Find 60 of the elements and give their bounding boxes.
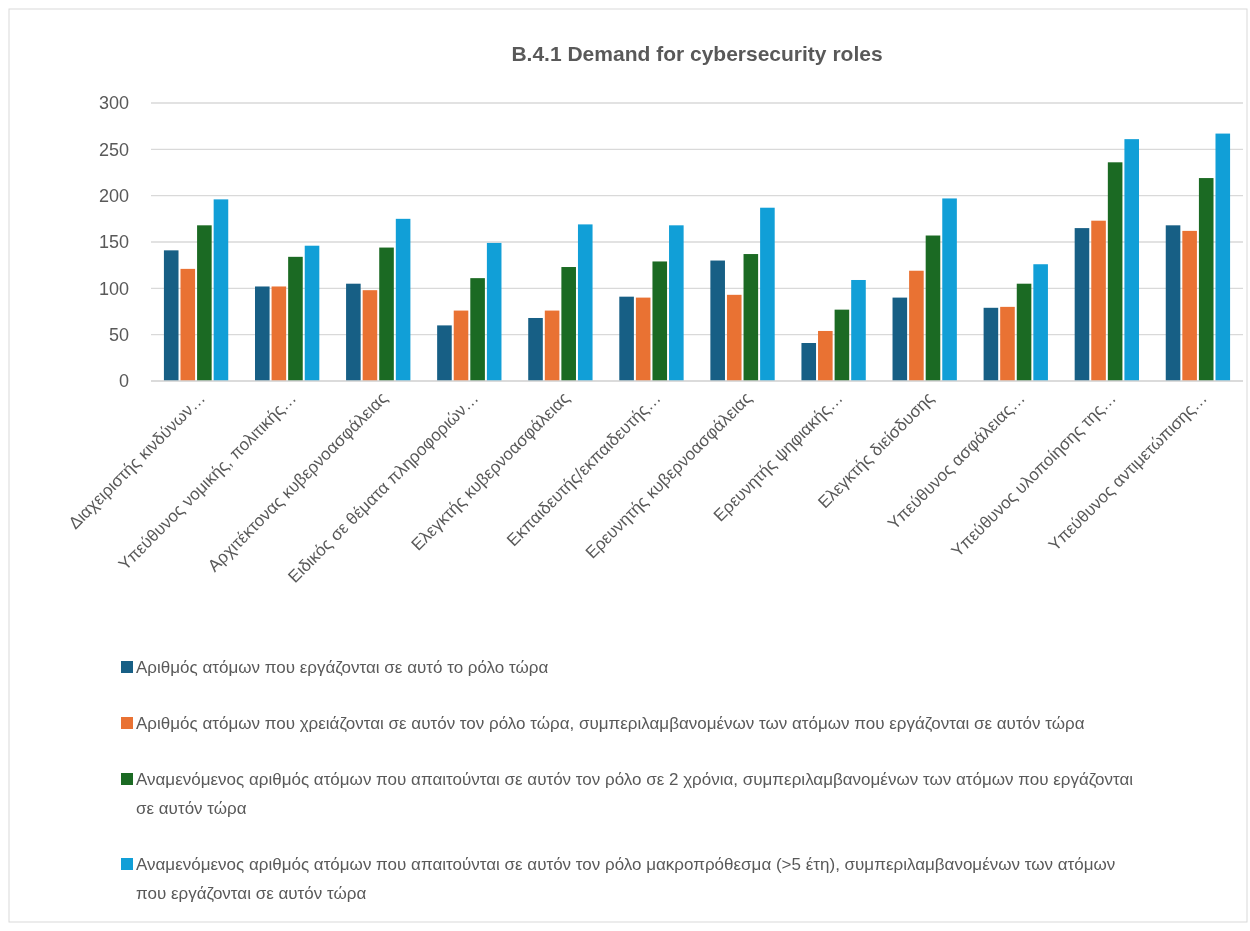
bar xyxy=(983,307,999,381)
bar xyxy=(726,294,742,381)
y-tick-label: 150 xyxy=(98,232,129,253)
bar xyxy=(1000,306,1015,381)
legend-label: Αναμενόμενος αριθμός ατόμων που απαιτούνται σε αυτόν τον ρόλο μακροπρόθεσμα (>5 έτη), συμπεριλαμβανομένων των ατόμων που εργάζονται σε αυτόν τώρα xyxy=(136,855,1116,903)
bar xyxy=(470,278,485,381)
y-tick-label: 50 xyxy=(108,324,129,345)
bar xyxy=(1016,283,1032,381)
bar xyxy=(163,250,179,381)
bar xyxy=(1198,178,1214,381)
bar xyxy=(652,261,668,381)
bar xyxy=(909,270,924,381)
y-tick-label: 250 xyxy=(98,139,129,160)
bar xyxy=(801,343,817,381)
bar xyxy=(346,283,361,381)
bar xyxy=(213,199,229,381)
y-tick-label: 100 xyxy=(98,278,129,299)
bar xyxy=(669,225,684,381)
bar xyxy=(544,310,560,381)
bar xyxy=(1107,162,1123,381)
legend-label: Αναμενόμενος αριθμός ατόμων που απαιτούνται σε αυτόν τον ρόλο σε 2 χρόνια, συμπεριλαμβανομένων των ατόμων που εργάζονται σε αυτόν τώρα xyxy=(136,770,1134,818)
bar xyxy=(528,317,543,381)
bar xyxy=(304,245,320,381)
bar xyxy=(486,242,502,381)
bar xyxy=(271,286,287,381)
bar xyxy=(379,247,394,381)
chart-title: B.4.1 Demand for cybersecurity roles xyxy=(511,42,883,65)
y-tick-label: 200 xyxy=(98,185,129,206)
bar xyxy=(743,254,759,381)
bar xyxy=(1182,230,1197,381)
bar xyxy=(1165,225,1181,381)
bar xyxy=(942,198,957,381)
bar xyxy=(851,279,866,381)
bar xyxy=(395,218,411,381)
bar xyxy=(577,224,593,381)
bar xyxy=(834,309,850,381)
bar xyxy=(635,297,651,381)
bar xyxy=(1124,139,1140,381)
bar xyxy=(892,297,908,381)
bar xyxy=(453,310,469,381)
bar xyxy=(1091,220,1106,381)
bar xyxy=(255,286,270,381)
y-tick-label: 0 xyxy=(118,371,129,392)
bar xyxy=(288,256,303,381)
bar xyxy=(619,296,634,381)
bar xyxy=(362,290,378,381)
bar xyxy=(760,207,775,381)
bar xyxy=(1074,228,1090,381)
y-tick-label: 300 xyxy=(98,93,129,114)
bar xyxy=(197,225,212,381)
bar xyxy=(1215,133,1231,381)
bar xyxy=(561,267,576,381)
bar xyxy=(818,330,833,381)
bar xyxy=(180,268,196,381)
legend-label: Αριθμός ατόμων που εργάζονται σε αυτό το ρόλο τώρα xyxy=(136,658,549,677)
bar xyxy=(710,260,725,381)
bar xyxy=(925,235,941,381)
bar xyxy=(1033,264,1048,381)
bar xyxy=(437,325,452,381)
legend-label: Αριθμός ατόμων που χρειάζονται σε αυτόν τον ρόλο τώρα, συμπεριλαμβανομένων των ατόμων που εργάζονται σε αυτόν τώρα xyxy=(136,714,1085,733)
